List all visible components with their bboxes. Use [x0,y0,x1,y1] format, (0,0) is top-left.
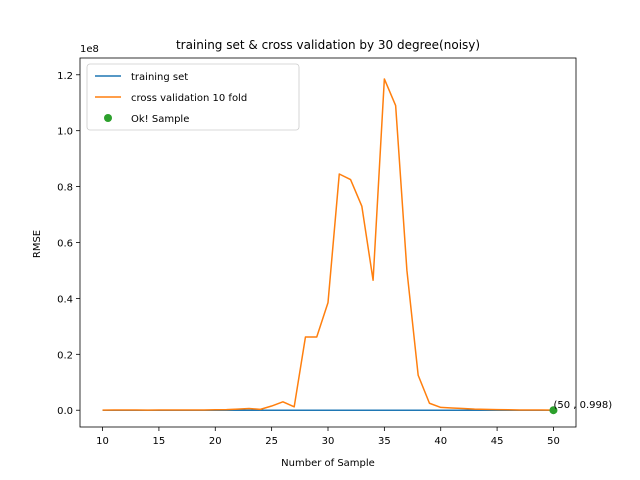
y-tick-label: 0.8 [57,183,73,194]
x-tick-label: 25 [265,436,278,447]
y-axis-offset-label: 1e8 [80,44,99,55]
x-axis-ticks: 10 15 20 25 30 35 40 45 50 [96,427,560,447]
x-tick-label: 15 [153,436,166,447]
y-tick-label: 0.2 [57,350,73,361]
x-tick-label: 45 [491,436,504,447]
annotation-layer: (50 , 0.998) [553,400,612,411]
y-tick-label: 1.2 [57,71,73,82]
legend-label-cross-validation: cross validation 10 fold [131,93,247,104]
x-tick-label: 10 [96,436,109,447]
legend-label-training-set: training set [131,72,188,83]
point-annotation: (50 , 0.998) [553,400,612,411]
chart-title: training set & cross validation by 30 de… [176,38,480,52]
axes-frame [79,57,577,428]
y-tick-label: 0.0 [57,406,73,417]
y-tick-label: 0.4 [57,294,73,305]
x-axis-label: Number of Sample [281,458,375,469]
y-tick-label: 1.0 [57,127,73,138]
legend-box [86,63,300,131]
legend: training set cross validation 10 fold Ok… [86,63,300,131]
x-tick-label: 40 [434,436,447,447]
x-tick-label: 35 [378,436,391,447]
legend-swatch-ok-sample [104,114,112,122]
legend-label-ok-sample: Ok! Sample [131,114,189,125]
y-axis-ticks: 0.0 0.2 0.4 0.6 0.8 1.0 1.2 [57,71,80,417]
y-tick-label: 0.6 [57,239,73,250]
x-tick-label: 50 [547,436,560,447]
series-point-2 [549,406,558,415]
y-axis-label: RMSE [32,230,43,258]
x-tick-label: 30 [322,436,335,447]
series-layer [102,78,558,415]
series-line-1 [102,78,554,411]
x-tick-label: 20 [209,436,222,447]
